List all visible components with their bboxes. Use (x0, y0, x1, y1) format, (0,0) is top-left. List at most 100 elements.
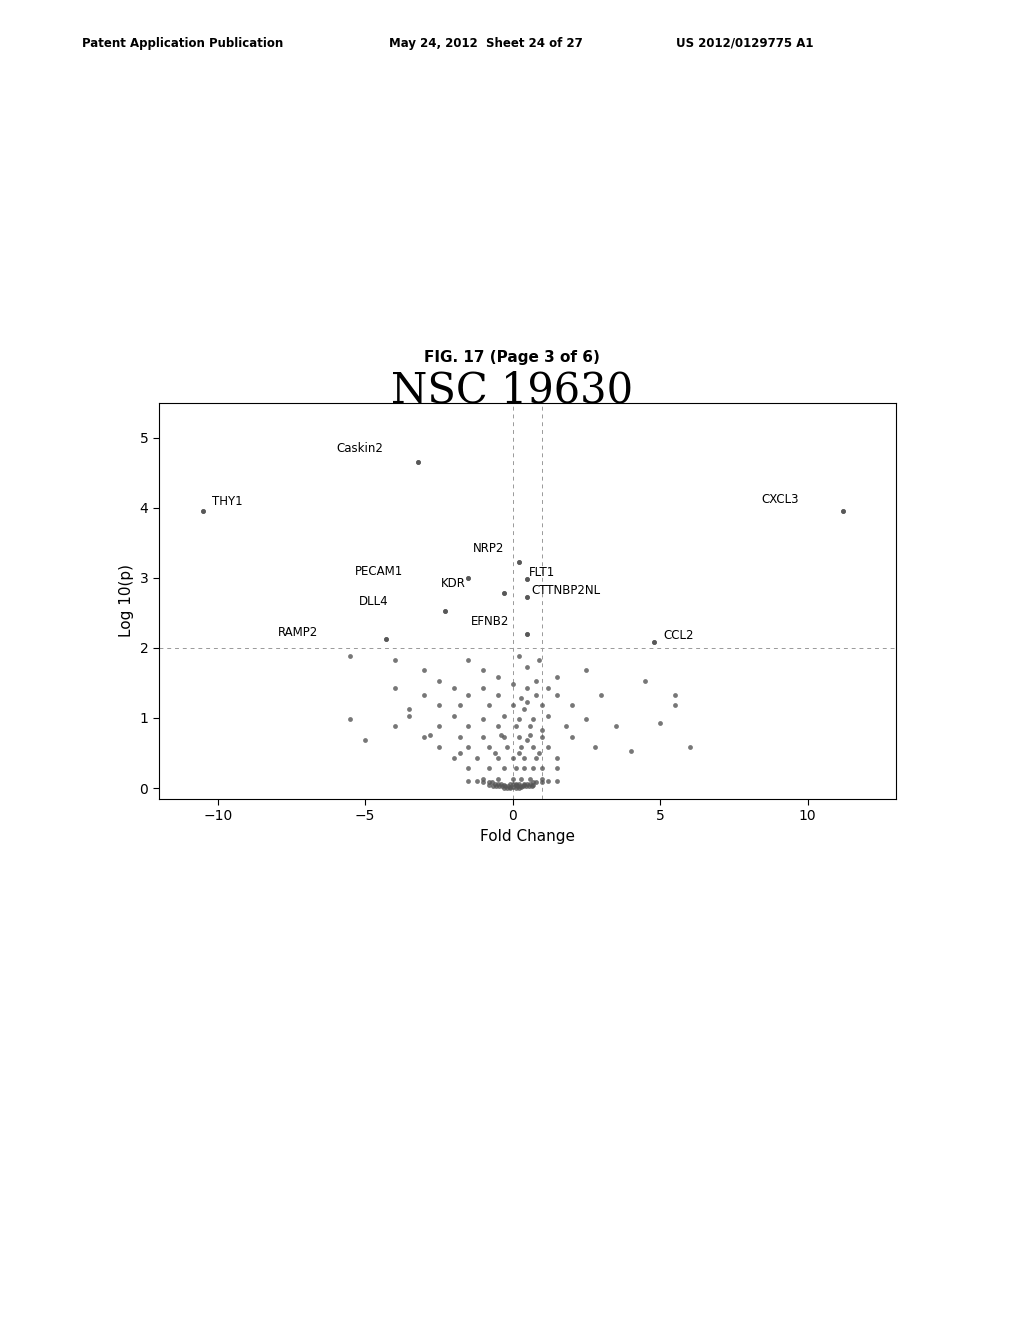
Point (519, 569, 536, 590)
Point (528, 772, 545, 793)
Point (502, 777, 518, 799)
Point (386, 715, 402, 737)
Point (534, 726, 550, 747)
Text: KDR: KDR (440, 577, 466, 590)
Point (522, 725, 539, 746)
Point (652, 713, 669, 734)
Point (378, 628, 394, 649)
Point (525, 709, 542, 730)
Point (489, 684, 506, 705)
Point (481, 758, 498, 779)
Point (549, 667, 565, 688)
Point (416, 726, 432, 747)
Point (522, 768, 539, 789)
Point (835, 500, 851, 521)
Point (667, 684, 683, 705)
Point (534, 719, 550, 741)
Point (492, 775, 508, 796)
Point (410, 451, 426, 473)
Point (496, 582, 512, 603)
Point (460, 737, 476, 758)
Point (481, 737, 498, 758)
Point (475, 768, 492, 789)
Point (510, 774, 526, 795)
Point (540, 677, 556, 698)
Point (513, 768, 529, 789)
Point (342, 645, 358, 667)
Point (431, 671, 447, 692)
Point (528, 671, 545, 692)
Text: US 2012/0129775 A1: US 2012/0129775 A1 (676, 37, 813, 50)
Point (499, 777, 515, 799)
Text: RAMP2: RAMP2 (278, 627, 318, 639)
Point (460, 568, 476, 589)
Point (342, 709, 358, 730)
Point (525, 774, 542, 795)
Point (507, 715, 523, 737)
Point (195, 500, 211, 521)
Point (519, 677, 536, 698)
Point (485, 775, 502, 796)
Point (519, 692, 536, 713)
Point (510, 777, 526, 799)
Point (579, 660, 595, 681)
Point (531, 742, 548, 763)
Point (563, 726, 580, 747)
Point (531, 649, 548, 671)
Point (549, 684, 565, 705)
Point (469, 771, 485, 792)
Point (475, 677, 492, 698)
Point (481, 694, 498, 715)
Point (525, 772, 542, 793)
X-axis label: Fold Change: Fold Change (480, 829, 574, 843)
Point (489, 715, 506, 737)
Text: NRP2: NRP2 (472, 543, 504, 556)
Point (493, 774, 509, 795)
Point (505, 774, 521, 795)
Point (510, 709, 526, 730)
Point (489, 774, 506, 795)
Point (505, 777, 521, 799)
Point (445, 677, 462, 698)
Point (528, 747, 545, 768)
Point (519, 587, 536, 609)
Point (540, 771, 556, 792)
Text: EFNB2: EFNB2 (471, 615, 510, 628)
Point (460, 684, 476, 705)
Point (510, 742, 526, 763)
Point (496, 726, 512, 747)
Point (525, 758, 542, 779)
Point (386, 677, 402, 698)
Point (518, 775, 535, 796)
Point (469, 747, 485, 768)
Text: NSC 19630: NSC 19630 (391, 370, 633, 412)
Point (513, 688, 529, 709)
Point (497, 775, 513, 796)
Point (835, 500, 851, 521)
Point (436, 601, 453, 622)
Point (593, 684, 609, 705)
Point (519, 623, 536, 644)
Point (519, 774, 536, 795)
Point (667, 694, 683, 715)
Point (510, 645, 526, 667)
Point (431, 715, 447, 737)
Text: THY1: THY1 (212, 495, 243, 508)
Point (549, 747, 565, 768)
Point (509, 775, 525, 796)
Point (495, 775, 511, 796)
Point (475, 772, 492, 793)
Point (431, 694, 447, 715)
Point (496, 774, 512, 795)
Point (515, 775, 531, 796)
Point (486, 742, 503, 763)
Point (445, 747, 462, 768)
Point (500, 775, 516, 796)
Point (505, 694, 521, 715)
Point (646, 632, 663, 653)
Point (510, 726, 526, 747)
Point (516, 774, 532, 795)
Text: May 24, 2012  Sheet 24 of 27: May 24, 2012 Sheet 24 of 27 (389, 37, 583, 50)
Point (493, 725, 509, 746)
Point (534, 758, 550, 779)
